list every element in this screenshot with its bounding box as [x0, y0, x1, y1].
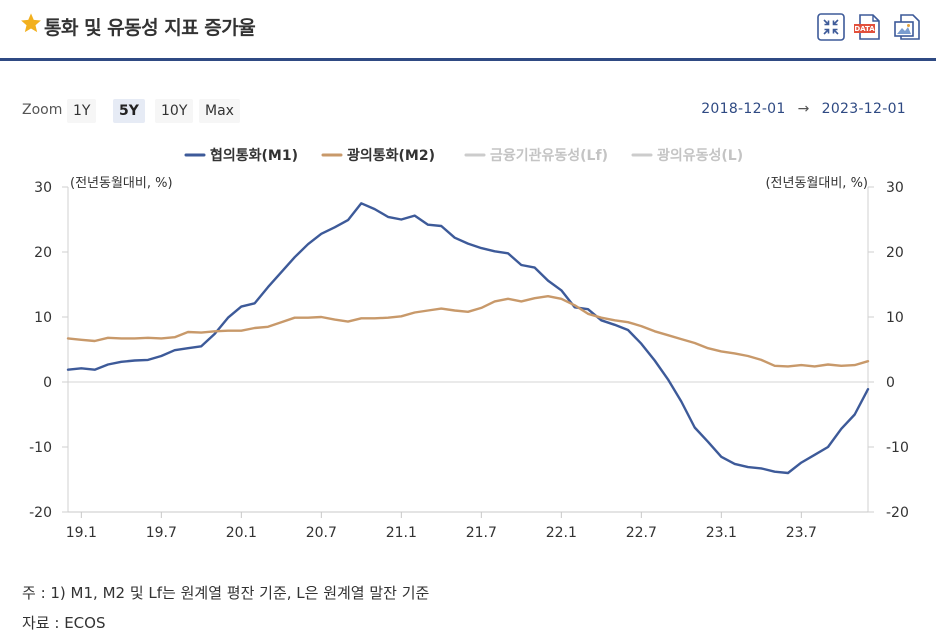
page-title: 통화 및 유동성 지표 증가율 [44, 17, 256, 39]
range-end[interactable]: 2023-12-01 [821, 101, 906, 117]
x-tick-label: 20.1 [226, 525, 257, 541]
chart-plot-area [66, 202, 870, 475]
chart-legend: 협의통화(M1) 광의통화(M2) 금융기관유동성(Lf) 광의유동성(L) [184, 147, 743, 164]
range-arrow: → [797, 101, 810, 117]
y-tick-label-left: -20 [29, 505, 52, 521]
chart-source: 자료 : ECOS [22, 614, 106, 632]
y-axis-label-right: (전년동월대비, %) [765, 176, 868, 191]
y-tick-label-left: 10 [34, 310, 52, 326]
chart-header: 통화 및 유동성 지표 증가율 DATA [0, 0, 936, 61]
date-range: 2018-12-01 → 2023-12-01 [701, 101, 906, 117]
series-line-m1 [66, 202, 870, 475]
line-chart: 협의통화(M1) 광의통화(M2) 금융기관유동성(Lf) 광의유동성(L) (전년동… [29, 147, 909, 541]
legend-item[interactable]: 금융기관유동성(Lf) [490, 147, 608, 164]
zoom-10y-button[interactable]: 10Y [155, 99, 194, 123]
y-tick-label-right: 30 [886, 180, 904, 196]
data-download-icon[interactable]: DATA [853, 13, 881, 41]
y-tick-label-right: 10 [886, 310, 904, 326]
zoom-5y-button[interactable]: 5Y [113, 99, 145, 123]
chart-footnote: 주 : 1) M1, M2 및 Lf는 원계열 평잔 기준, L은 원계열 말잔… [22, 584, 430, 602]
x-tick-label: 20.7 [306, 525, 337, 541]
y-tick-label-right: -20 [886, 505, 909, 521]
y-axis-label-left: (전년동월대비, %) [70, 176, 173, 191]
y-tick-label-left: 20 [34, 245, 52, 261]
legend-item[interactable]: 광의통화(M2) [347, 147, 435, 164]
x-tick-label: 21.7 [466, 525, 497, 541]
legend-item[interactable]: 협의통화(M1) [210, 147, 298, 164]
legend-item[interactable]: 광의유동성(L) [657, 147, 743, 164]
x-tick-label: 22.7 [626, 525, 657, 541]
shrink-icon[interactable] [817, 13, 845, 41]
zoom-1y-button[interactable]: 1Y [67, 99, 97, 123]
chart-axes: (전년동월대비, %) (전년동월대비, %) 30 30 20 20 10 10 0 0 -10 -… [29, 176, 909, 541]
y-tick-label-left: -10 [29, 440, 52, 456]
y-tick-label-right: 20 [886, 245, 904, 261]
x-tick-label: 19.1 [66, 525, 97, 541]
y-tick-label-right: 0 [886, 375, 895, 391]
x-tick-label: 23.1 [706, 525, 737, 541]
data-badge-label: DATA [854, 25, 875, 33]
x-tick-label: 21.1 [386, 525, 417, 541]
zoom-label: Zoom [22, 102, 63, 118]
x-tick-label: 23.7 [786, 525, 817, 541]
y-tick-label-left: 0 [43, 375, 52, 391]
x-tick-label: 22.1 [546, 525, 577, 541]
y-tick-label-right: -10 [886, 440, 909, 456]
image-download-icon[interactable] [893, 13, 921, 41]
star-icon [21, 13, 41, 33]
y-tick-label-left: 30 [34, 180, 52, 196]
zoom-max-button[interactable]: Max [199, 99, 240, 123]
range-start[interactable]: 2018-12-01 [701, 101, 786, 117]
x-tick-label: 19.7 [146, 525, 177, 541]
series-line-m2 [66, 294, 870, 368]
